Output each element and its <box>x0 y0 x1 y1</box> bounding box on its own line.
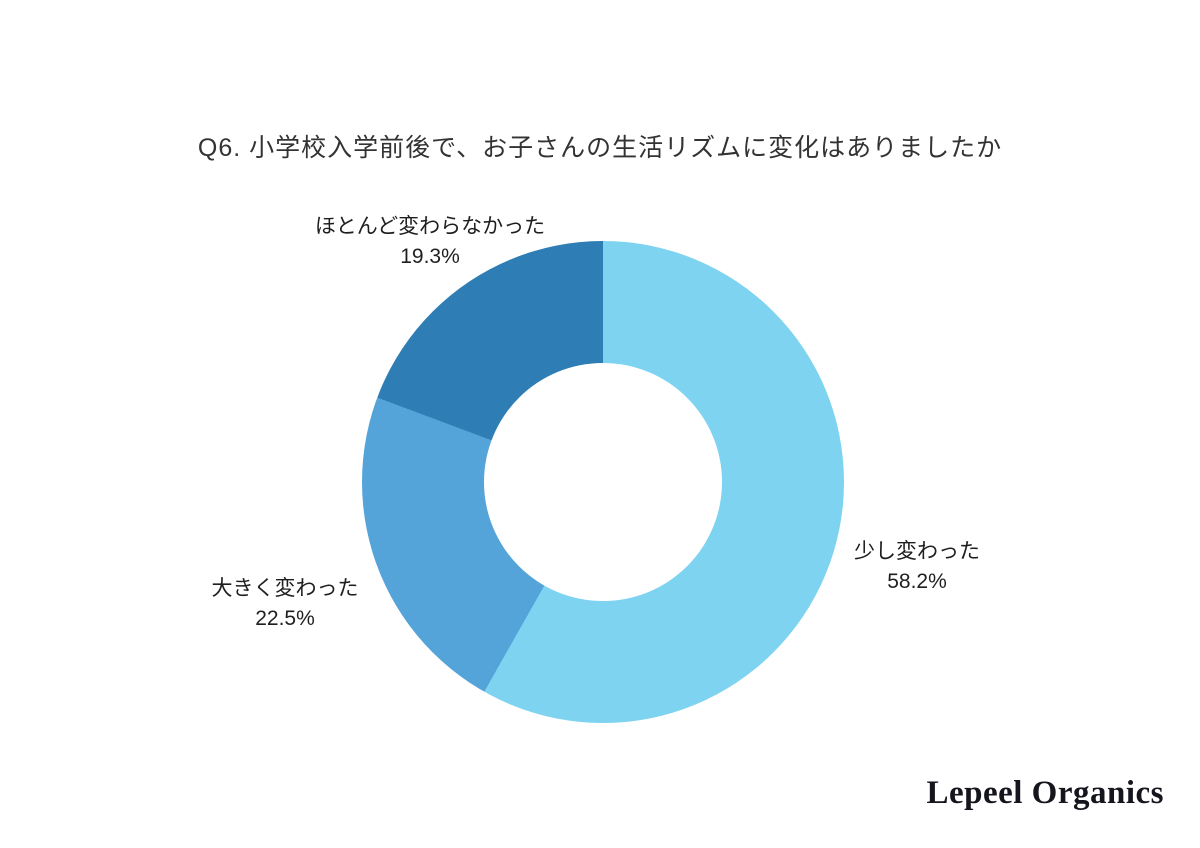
donut-hole <box>484 363 722 601</box>
slice-label-pct: 58.2% <box>887 570 947 593</box>
donut-chart-area <box>362 241 844 723</box>
slice-label-text: ほとんど変わらなかった <box>314 215 546 238</box>
chart-title: Q6. 小学校入学前後で、お子さんの生活リズムに変化はありましたか <box>197 134 1003 162</box>
slice-label-text: 少し変わった <box>854 540 980 563</box>
slice-label-pct: 19.3% <box>400 245 460 268</box>
slice-label-ookiku: 大きく変わった 22.5% <box>160 574 410 634</box>
slice-label-sukoshi: 少し変わった 58.2% <box>822 537 1012 597</box>
slice-label-text: 大きく変わった <box>211 577 359 600</box>
brand-logo-text: Lepeel Organics <box>926 775 1164 811</box>
slice-label-hotondo: ほとんど変わらなかった 19.3% <box>255 212 605 272</box>
slice-label-pct: 22.5% <box>255 607 315 630</box>
